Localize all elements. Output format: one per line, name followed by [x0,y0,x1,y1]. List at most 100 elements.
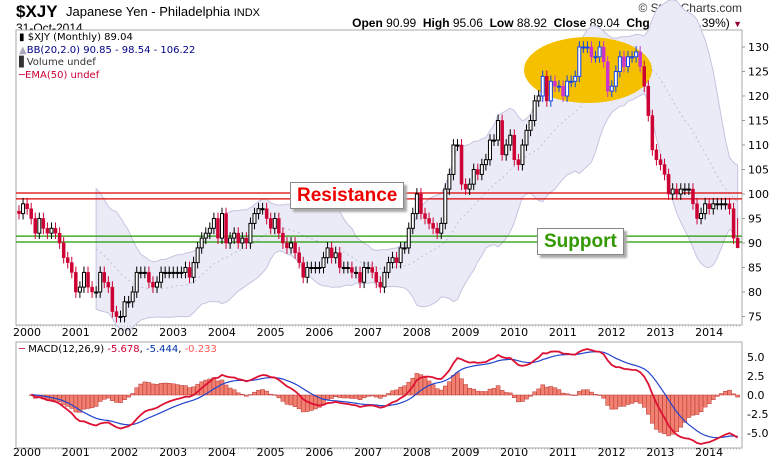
candle-body [638,51,642,67]
candle-body [467,183,472,190]
histogram-bar [572,394,578,396]
histogram-bar [227,387,233,396]
candle [439,217,444,240]
y-tick-label: 100 [748,188,769,201]
candle [528,114,533,137]
histogram-bar [126,394,131,398]
histogram-bar [97,394,103,402]
x-tick-label: 2009 [451,446,479,459]
histogram-bar [544,386,550,396]
candle-body [548,80,553,102]
candle [199,232,204,254]
candle-body [350,267,354,273]
histogram-bar [357,394,363,400]
x-tick-label: 2009 [451,326,479,339]
low-value: 88.92 [516,16,547,30]
histogram-bar [577,391,582,396]
histogram-bar [240,394,245,396]
x-tick-label: 2002 [110,326,138,339]
candle-body [642,66,646,87]
candle-body [719,203,724,206]
candle [715,197,720,210]
candle [341,261,346,274]
candle [138,266,143,279]
histogram-bar [390,390,395,396]
histogram-bar [102,394,107,400]
candle-body [532,100,537,122]
close-label: Close [553,16,587,30]
candle [487,134,492,166]
candle [650,109,655,156]
candle-body [37,218,42,234]
x-tick-label: 2006 [305,446,333,459]
candle [362,261,367,289]
macd-tick-label: 5.0 [747,351,765,364]
candle-body [573,75,578,82]
x-tick-label: 2005 [257,446,285,459]
candle [658,153,663,171]
x-tick-label: 2004 [208,326,236,339]
candle [175,266,180,279]
candle-body [142,271,147,274]
candle [122,295,127,323]
candle [483,153,488,171]
candle [419,188,423,220]
candle-body [496,120,501,141]
candle-body [463,183,468,190]
candle-body [281,232,285,244]
candle [654,144,659,166]
candle [244,232,249,249]
candle-body [520,144,525,166]
candle-body [293,242,297,254]
histogram-bar [106,394,111,399]
x-tick-label: 2004 [208,446,236,459]
candle-body [536,95,541,102]
histogram-bar [138,383,144,396]
candle [390,251,395,269]
candle-body [735,237,740,248]
candle-body [406,227,411,249]
candle-body [695,203,699,219]
candle [207,222,212,240]
candle [589,41,594,63]
histogram-bar [81,394,87,410]
candle-body [248,222,253,244]
x-tick-label: 2001 [62,326,90,339]
histogram-bar [154,384,160,396]
candle-body [94,291,99,294]
histogram-bar [434,388,440,396]
histogram-bar [589,391,594,396]
candle [723,197,728,210]
candle-body [297,252,301,263]
candle-body [394,257,399,263]
histogram-bar [333,394,338,397]
chg-label: Chg [626,16,650,30]
candle-body [106,281,111,288]
histogram-bar [625,394,631,405]
macd-tick-label: -2.5 [747,408,768,421]
histogram-bar [252,391,257,396]
candle-body [289,242,294,249]
histogram-bar [256,389,261,396]
candle [57,227,62,249]
candle [508,129,513,151]
candle [382,266,387,293]
candle [573,70,578,88]
candle [134,266,139,298]
histogram-bar [483,391,489,396]
candle-body [325,247,330,259]
candle [597,41,602,63]
signal-value: -5.444 [145,344,179,355]
candle [155,276,160,293]
candle-body [33,218,37,234]
candle-body [175,271,180,274]
candle-body [232,232,237,239]
candle-body [540,75,545,97]
candle [581,41,586,53]
histogram-bar [162,382,168,396]
candle-body [402,247,407,250]
candle-body [471,169,476,185]
histogram-bar [130,393,135,396]
candle-body [504,144,509,156]
